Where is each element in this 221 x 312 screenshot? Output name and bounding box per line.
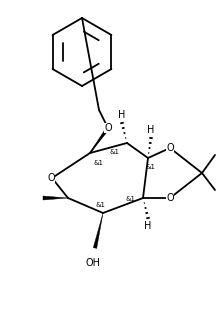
Text: H: H: [118, 110, 126, 120]
Text: O: O: [166, 193, 174, 203]
Text: &1: &1: [95, 202, 105, 208]
Text: O: O: [104, 123, 112, 133]
Polygon shape: [43, 196, 68, 200]
Text: OH: OH: [86, 258, 101, 268]
Text: O: O: [166, 143, 174, 153]
Polygon shape: [93, 213, 103, 248]
Text: H: H: [144, 221, 152, 231]
Text: &1: &1: [94, 160, 104, 166]
Text: &1: &1: [146, 164, 156, 170]
Polygon shape: [90, 127, 109, 153]
Text: &1: &1: [125, 196, 135, 202]
Text: H: H: [147, 125, 155, 135]
Text: O: O: [47, 173, 55, 183]
Text: &1: &1: [109, 149, 119, 155]
